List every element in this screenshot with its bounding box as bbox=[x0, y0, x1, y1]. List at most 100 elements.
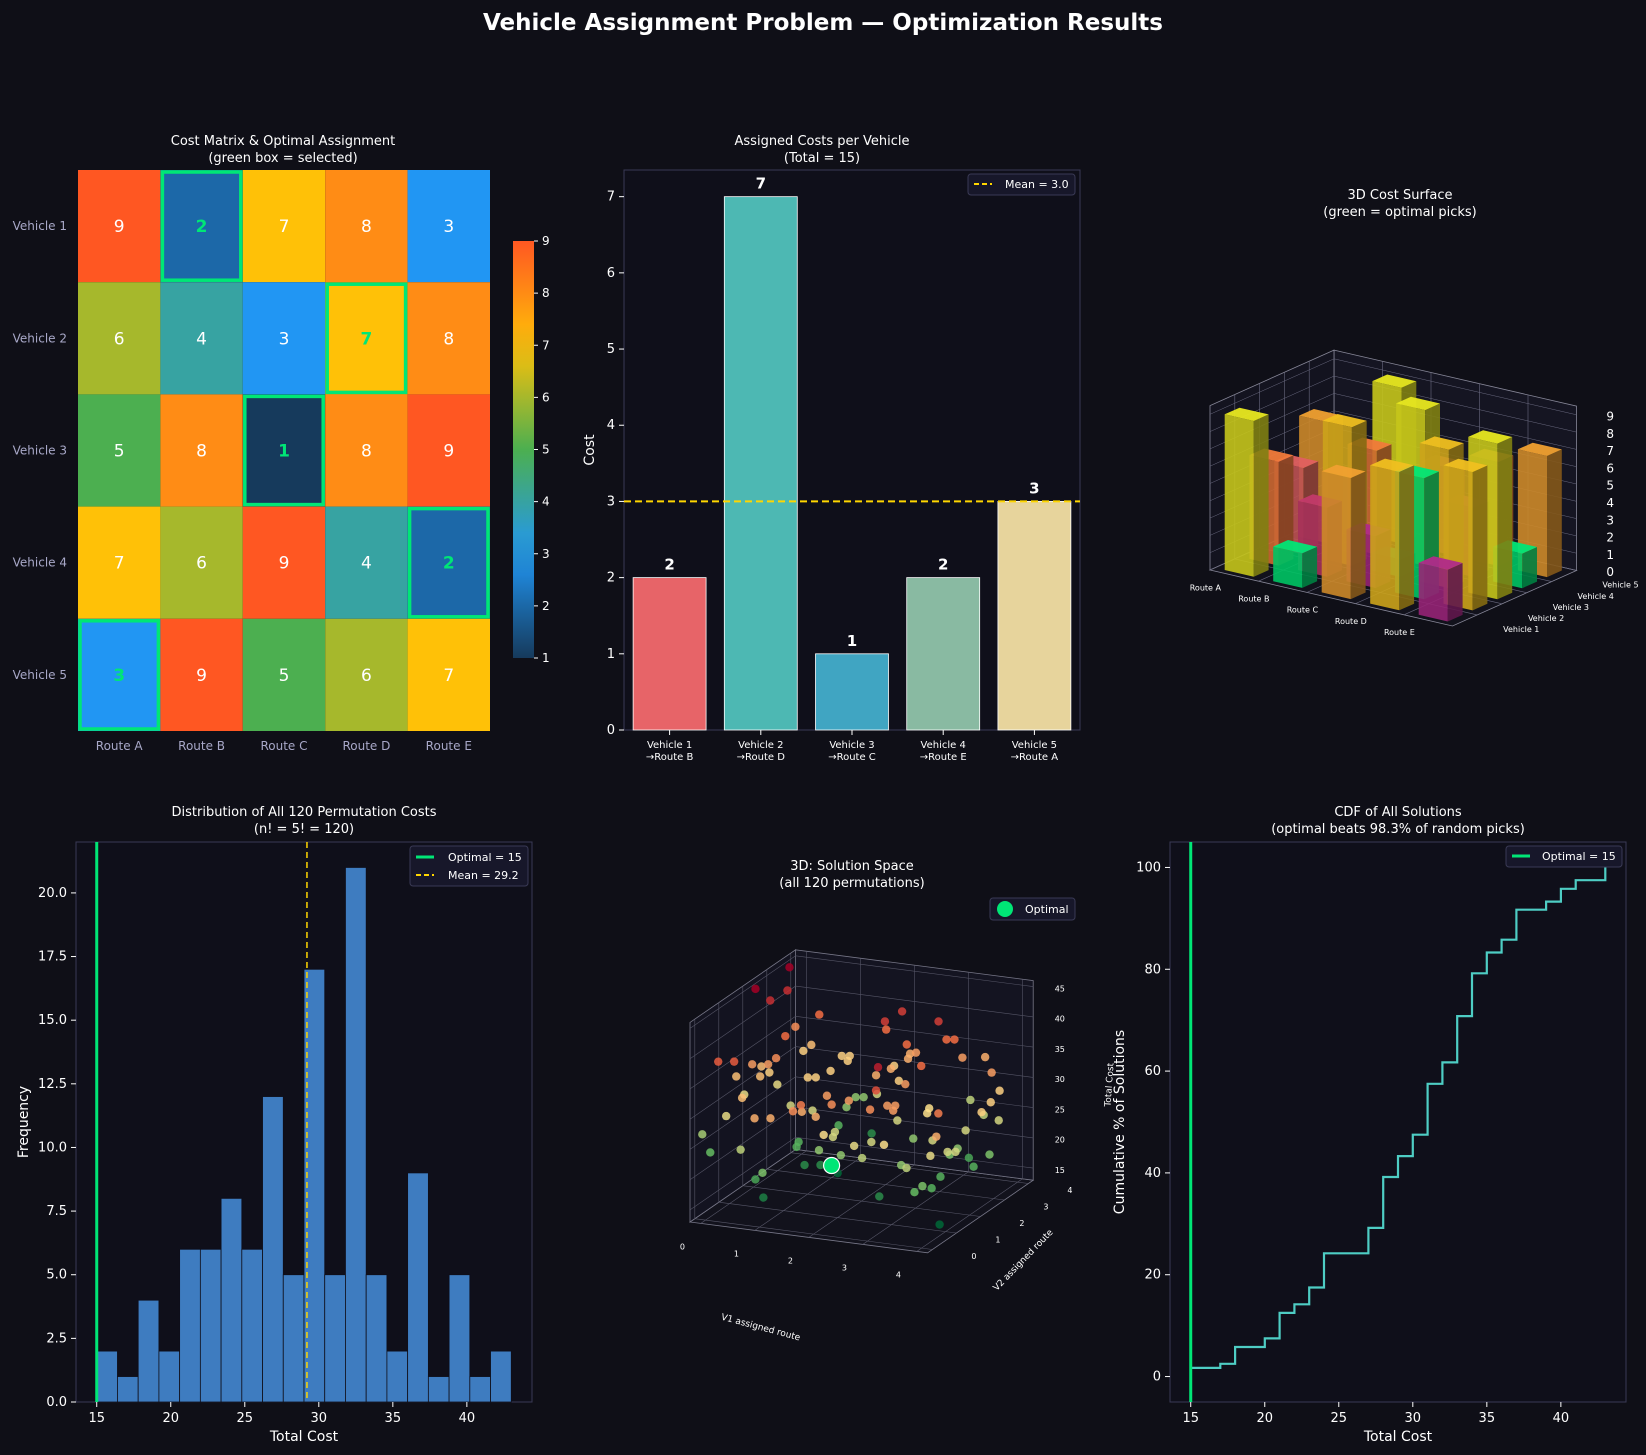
colorbar-tick-label: 9 bbox=[542, 234, 550, 248]
heatmap-cell bbox=[325, 170, 408, 283]
solution-point bbox=[763, 1060, 773, 1069]
solution-point bbox=[811, 1112, 820, 1121]
x-tick-label: 15 bbox=[1182, 1411, 1199, 1426]
cost-bar-3d bbox=[1418, 556, 1463, 622]
bar-side-face bbox=[1278, 455, 1294, 566]
bar-side-face bbox=[1447, 563, 1463, 622]
z-tick-label: 1 bbox=[1606, 548, 1614, 562]
solution-point bbox=[736, 1145, 745, 1154]
figure-title: Vehicle Assignment Problem — Optimizatio… bbox=[483, 10, 1163, 36]
solution-point bbox=[883, 1101, 892, 1110]
column-label: Route B bbox=[178, 739, 225, 753]
solution-point bbox=[859, 1092, 868, 1102]
colorbar-bar bbox=[513, 241, 534, 658]
solution-point bbox=[966, 1095, 975, 1105]
histogram-bin bbox=[179, 1248, 201, 1403]
permutation-hist-legend: Optimal = 15 Mean = 29.2 bbox=[409, 845, 529, 887]
y-tick-label: 2.5 bbox=[46, 1331, 67, 1346]
histogram-bin bbox=[303, 968, 326, 1403]
bar-top-face bbox=[1372, 374, 1417, 388]
cost-bar-3d bbox=[1321, 464, 1366, 600]
optimal-legend-label: Optimal = 15 bbox=[448, 851, 522, 864]
heatmap-value: 4 bbox=[361, 554, 372, 574]
solution-point bbox=[792, 1142, 801, 1152]
solution-point bbox=[909, 1134, 918, 1143]
grid-line bbox=[689, 1076, 1034, 1150]
solution-point bbox=[934, 1017, 943, 1026]
colorbar-tick-label: 6 bbox=[542, 390, 550, 404]
solution-point bbox=[918, 1181, 927, 1191]
heatmap-value: 7 bbox=[443, 666, 454, 686]
solution-point bbox=[836, 1150, 846, 1160]
heatmap-value: 8 bbox=[361, 217, 372, 237]
z-tick-label: 25 bbox=[1055, 1105, 1065, 1114]
y-tick-label: 15.0 bbox=[38, 1013, 67, 1028]
cost-bar-3d bbox=[1273, 540, 1318, 588]
y-tick-label: 10.0 bbox=[38, 1140, 67, 1155]
histogram-bin bbox=[241, 1248, 263, 1403]
permutation-hist-bars: 0.0 2.5 5.0 7.5 10.0 12.5 15.0 17.5 20.0 15 20 25 30… bbox=[38, 842, 512, 1426]
solution-point bbox=[977, 1108, 986, 1117]
grid-line bbox=[1209, 358, 1335, 415]
legend-box bbox=[409, 845, 529, 887]
solution-point bbox=[917, 1061, 926, 1071]
solution-point bbox=[849, 1141, 859, 1151]
x-tick-label: 25 bbox=[237, 1411, 254, 1426]
optimal-legend-label: Optimal = 15 bbox=[1542, 850, 1616, 863]
heatmap-value: 7 bbox=[114, 554, 125, 574]
cdf-subtitle: (optimal beats 98.3% of random picks) bbox=[1271, 822, 1525, 837]
heatmap-cell bbox=[325, 282, 408, 395]
solution-point bbox=[851, 1093, 860, 1102]
optimal-legend-label: Optimal bbox=[1025, 903, 1069, 916]
heatmap-value: 7 bbox=[360, 329, 372, 349]
z-tick-label: 45 bbox=[1055, 984, 1065, 993]
solution-point bbox=[759, 1193, 768, 1202]
bar-side-face bbox=[1350, 471, 1366, 600]
solution-point bbox=[958, 1053, 967, 1062]
cost-matrix-colorbar: 1 2 3 4 5 6 7 8 9 bbox=[513, 234, 550, 665]
z-tick-label: 20 bbox=[1055, 1136, 1065, 1145]
solution-point bbox=[964, 1153, 974, 1162]
histogram-bin bbox=[490, 1350, 512, 1403]
heatmap-cell bbox=[160, 394, 243, 507]
solution-point bbox=[897, 1007, 907, 1016]
z-tick-label: 40 bbox=[1055, 1015, 1065, 1024]
z-tick-label: 7 bbox=[1606, 444, 1614, 458]
solution-point bbox=[773, 1080, 782, 1089]
y-tick-label: 40 bbox=[1144, 1166, 1161, 1181]
y-tick-label: 0 bbox=[607, 723, 615, 738]
solution-point bbox=[814, 1146, 824, 1155]
cost-matrix-panel: Cost Matrix & Optimal Assignment (green … bbox=[13, 134, 550, 753]
y-tick-label: 4 bbox=[607, 418, 615, 433]
solution-point bbox=[791, 1022, 800, 1031]
solution-point bbox=[808, 1106, 817, 1115]
histogram-bin bbox=[448, 1274, 471, 1403]
solution-point bbox=[871, 1071, 881, 1080]
heatmap-value: 9 bbox=[196, 666, 207, 686]
histogram-bin bbox=[386, 1350, 409, 1403]
bar-top-face bbox=[1273, 540, 1318, 554]
z-tick-label: 5 bbox=[1606, 479, 1614, 493]
heatmap-value: 9 bbox=[279, 554, 290, 574]
heatmap-cell bbox=[242, 394, 326, 507]
solution-point bbox=[799, 1046, 808, 1056]
assigned-cost-bar bbox=[815, 653, 889, 731]
histogram-bin bbox=[407, 1172, 429, 1403]
grid-line bbox=[689, 985, 1034, 1059]
solution-point bbox=[766, 996, 775, 1005]
cost-bar-3d bbox=[1517, 442, 1562, 578]
bar-value-label: 3 bbox=[1029, 479, 1039, 497]
optimal-selection-box bbox=[243, 394, 325, 507]
x-tick-label: 20 bbox=[162, 1411, 179, 1426]
bar-top-face bbox=[1517, 442, 1562, 456]
cost-surface-panel: 3D Cost Surface (green = optimal picks) … bbox=[1190, 188, 1639, 637]
y-tick-label: 0 bbox=[1153, 1370, 1161, 1385]
heatmap-cell bbox=[78, 618, 161, 731]
assigned-cost-bar bbox=[723, 196, 798, 731]
solution-point bbox=[871, 1086, 881, 1095]
solution-point bbox=[811, 1073, 820, 1082]
solution-point bbox=[985, 1150, 994, 1159]
bar-top-face bbox=[1419, 436, 1464, 450]
solution-point bbox=[751, 984, 760, 994]
heatmap-cell bbox=[242, 170, 326, 283]
